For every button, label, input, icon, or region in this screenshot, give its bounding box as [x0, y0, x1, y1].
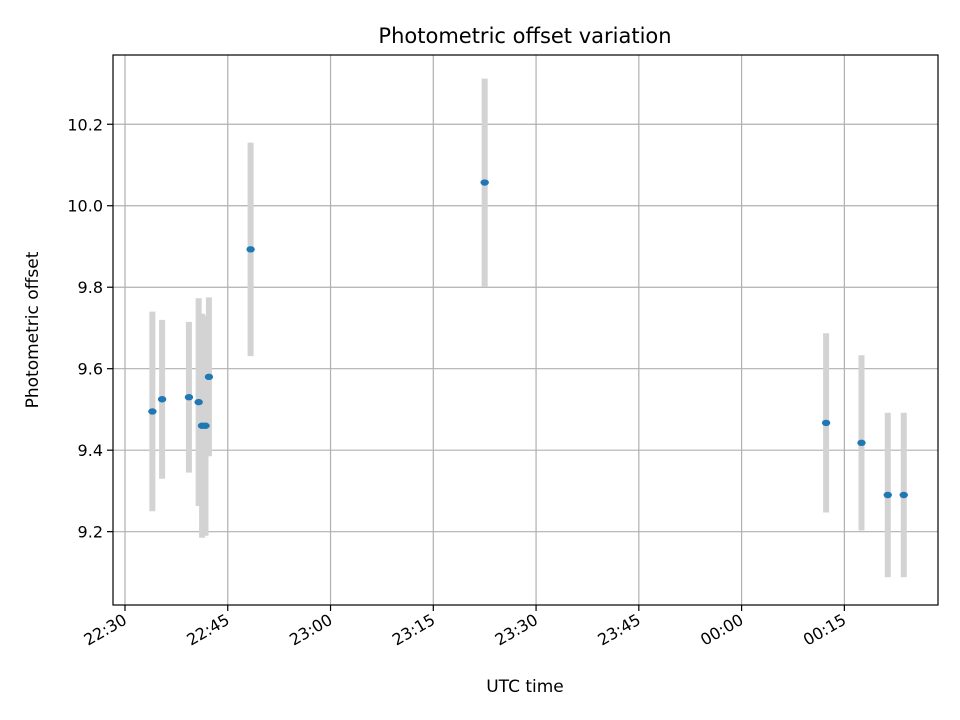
x-axis-label: UTC time	[486, 677, 564, 697]
data-point	[883, 491, 892, 499]
plot-area	[112, 54, 939, 606]
data-point	[821, 419, 831, 427]
data-point	[194, 398, 203, 406]
y-tick-label: 9.4	[78, 441, 103, 460]
data-point	[204, 373, 214, 381]
y-tick-label: 10.0	[67, 197, 103, 216]
chart-title: Photometric offset variation	[378, 24, 671, 48]
data-point	[201, 422, 210, 429]
y-tick-label: 9.2	[78, 523, 103, 542]
data-point	[857, 439, 866, 447]
data-point	[184, 394, 194, 401]
data-point	[148, 408, 157, 415]
data-point	[899, 491, 908, 499]
data-point	[157, 396, 167, 403]
data-points	[148, 179, 908, 499]
y-axis-label: Photometric offset	[23, 251, 43, 408]
y-tick-label: 9.6	[78, 360, 103, 379]
data-point	[480, 179, 489, 186]
data-point	[246, 246, 255, 253]
y-axis: 9.2 9.4 9.6 9.8 10.0 10.2	[67, 115, 113, 542]
y-tick-label: 9.8	[78, 278, 103, 297]
y-tick-label: 10.2	[67, 115, 103, 134]
